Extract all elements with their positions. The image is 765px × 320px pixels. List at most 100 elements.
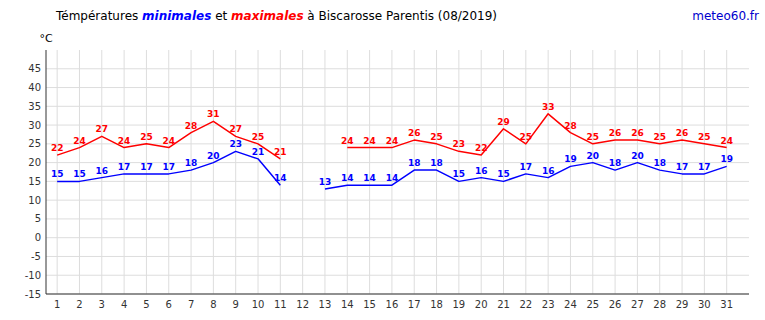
y-tick-label: 10 [28,195,41,206]
x-grid-line [682,50,683,294]
data-label: 20 [631,151,644,161]
x-tick-label: 23 [542,299,555,310]
data-label: 21 [274,147,287,157]
x-tick-label: 29 [676,299,689,310]
x-grid-line [525,50,526,294]
y-tick-label: 0 [35,232,41,243]
data-label: 24 [720,136,733,146]
x-grid-line [124,50,125,294]
data-label: 29 [497,117,510,127]
x-tick-label: 18 [430,299,443,310]
x-tick-label: 31 [720,299,733,310]
x-tick-label: 24 [564,299,577,310]
data-label: 18 [185,158,198,168]
x-tick-label: 13 [319,299,332,310]
y-grid-line [46,275,749,276]
y-tick-label: -10 [25,270,41,281]
x-tick-label: 22 [519,299,532,310]
data-label: 22 [475,143,488,153]
data-label: 15 [497,169,510,179]
data-label: 18 [408,158,421,168]
y-tick-label: 45 [28,63,41,74]
x-tick-label: 20 [475,299,488,310]
x-grid-line [637,50,638,294]
watermark: meteo60.fr [692,9,759,23]
data-label: 26 [676,128,689,138]
x-tick-label: 3 [99,299,105,310]
data-label: 23 [453,139,466,149]
data-label: 24 [341,136,354,146]
x-tick-label: 9 [233,299,239,310]
x-grid-line [191,50,192,294]
data-label: 25 [140,132,153,142]
x-tick-label: 21 [497,299,510,310]
x-grid-line [570,50,571,294]
x-grid-line [726,50,727,294]
x-tick-label: 17 [408,299,421,310]
x-tick-label: 30 [698,299,711,310]
y-tick-label: 35 [28,101,41,112]
x-tick-label: 7 [188,299,194,310]
data-label: 25 [252,132,265,142]
data-label: 13 [319,177,332,187]
x-grid-line [615,50,616,294]
x-axis-line [46,294,749,295]
data-label: 26 [609,128,622,138]
x-tick-label: 1 [54,299,60,310]
data-label: 20 [587,151,600,161]
data-label: 25 [430,132,443,142]
data-label: 26 [631,128,644,138]
title: Témpératures minimales et maximales à Bi… [55,9,497,23]
y-tick-label: 5 [35,213,41,224]
x-grid-line [324,50,325,294]
y-grid-line [46,125,749,126]
data-label: 20 [207,151,220,161]
x-tick-label: 10 [252,299,265,310]
x-tick-label: 12 [296,299,309,310]
data-label: 14 [363,173,376,183]
x-tick-label: 4 [121,299,127,310]
data-label: 33 [542,102,555,112]
y-grid-line [46,200,749,201]
x-tick-label: 27 [631,299,644,310]
data-label: 18 [430,158,443,168]
data-label: 23 [229,139,242,149]
x-tick-label: 14 [341,299,354,310]
y-axis-line [46,50,47,294]
data-label: 15 [51,169,64,179]
x-tick-label: 5 [143,299,149,310]
y-grid-line [46,87,749,88]
x-grid-line [369,50,370,294]
y-tick-label: 25 [28,138,41,149]
x-grid-line [168,50,169,294]
series-line [57,114,727,159]
data-label: 16 [475,166,488,176]
y-tick-label: 30 [28,120,41,131]
x-grid-line [302,50,303,294]
data-label: 28 [564,121,577,131]
grid [46,50,749,294]
x-grid-line [436,50,437,294]
x-grid-line [258,50,259,294]
data-label: 15 [73,169,86,179]
x-tick-label: 8 [210,299,216,310]
y-tick-label: 15 [28,176,41,187]
data-label: 26 [408,128,421,138]
data-label: 25 [587,132,600,142]
data-label: 22 [51,143,64,153]
y-tick-label: 40 [28,82,41,93]
data-label: 24 [118,136,131,146]
x-tick-label: 15 [363,299,376,310]
x-grid-line [213,50,214,294]
data-label: 18 [609,158,622,168]
y-grid-line [46,256,749,257]
data-label: 25 [653,132,666,142]
data-label: 14 [341,173,354,183]
data-label: 27 [229,124,242,134]
x-grid-line [146,50,147,294]
y-grid-line [46,68,749,69]
data-label: 28 [185,121,198,131]
y-tick-label: -15 [25,289,41,300]
data-label: 24 [162,136,175,146]
data-label: 27 [96,124,109,134]
